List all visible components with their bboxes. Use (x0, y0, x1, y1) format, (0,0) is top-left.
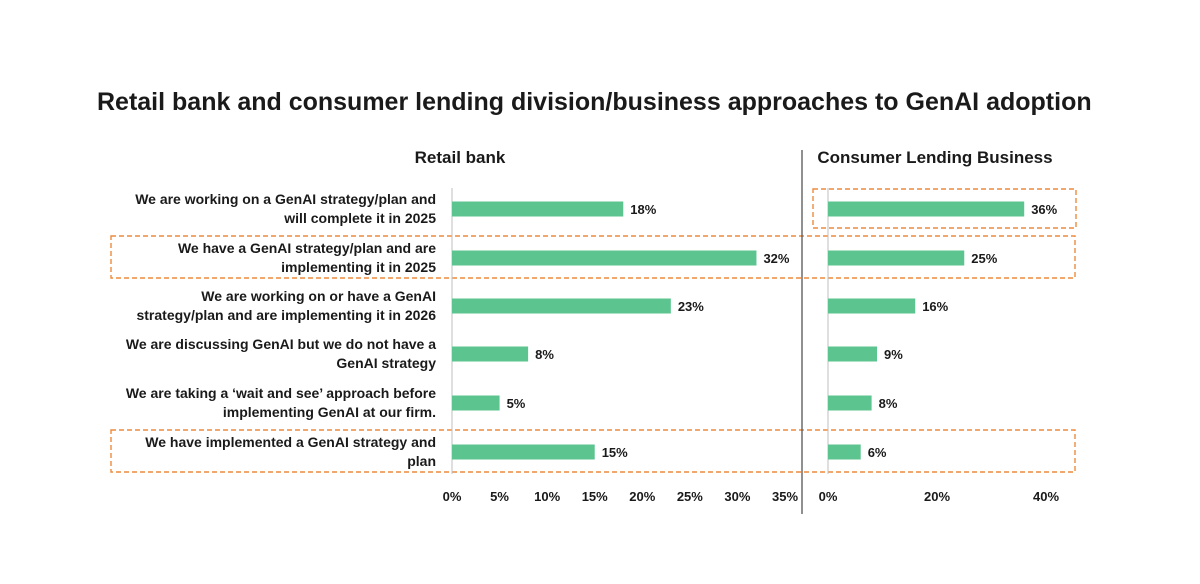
consumer-value-label-2: 16% (922, 299, 948, 314)
category-label-5: We have implemented a GenAI strategy and… (145, 434, 436, 469)
retail-bar-1 (452, 250, 757, 266)
retail-value-label-3: 8% (535, 347, 554, 362)
chart-title: Retail bank and consumer lending divisio… (97, 88, 1092, 116)
retail-tick-label-2: 10% (534, 489, 560, 504)
retail-value-label-2: 23% (678, 299, 704, 314)
panel-title-consumer-lending: Consumer Lending Business (817, 148, 1053, 167)
retail-tick-label-5: 25% (677, 489, 703, 504)
retail-tick-label-6: 30% (724, 489, 750, 504)
retail-bar-0 (452, 201, 624, 217)
retail-bar-5 (452, 444, 595, 460)
category-label-2: We are working on or have a GenAI strate… (136, 288, 436, 323)
panel-title-retail-bank: Retail bank (414, 148, 506, 167)
retail-value-label-4: 5% (507, 396, 526, 411)
category-label-0: We are working on a GenAI strategy/plan … (135, 191, 436, 226)
consumer-value-label-1: 25% (971, 251, 997, 266)
consumer-bar-0 (828, 201, 1025, 217)
consumer-tick-label-0: 0% (819, 489, 838, 504)
consumer-bar-2 (828, 298, 916, 314)
consumer-bar-4 (828, 395, 872, 411)
consumer-value-label-5: 6% (868, 445, 887, 460)
consumer-tick-label-2: 40% (1033, 489, 1059, 504)
retail-value-label-1: 32% (763, 251, 789, 266)
consumer-value-label-4: 8% (879, 396, 898, 411)
retail-tick-label-0: 0% (443, 489, 462, 504)
highlight-box-row-5 (110, 429, 1076, 473)
consumer-value-label-0: 36% (1031, 202, 1057, 217)
consumer-bar-3 (828, 346, 878, 362)
consumer-tick-label-1: 20% (924, 489, 950, 504)
retail-tick-label-7: 35% (772, 489, 798, 504)
category-label-3: We are discussing GenAI but we do not ha… (125, 336, 436, 371)
retail-tick-label-4: 20% (629, 489, 655, 504)
highlight-box-consumer-row-0 (812, 188, 1077, 229)
retail-tick-label-3: 15% (582, 489, 608, 504)
retail-value-label-5: 15% (602, 445, 628, 460)
retail-value-label-0: 18% (630, 202, 656, 217)
category-label-1: We have a GenAI strategy/plan and are im… (177, 240, 436, 275)
retail-bar-2 (452, 298, 671, 314)
consumer-bar-1 (828, 250, 965, 266)
retail-bar-3 (452, 346, 529, 362)
category-label-4: We are taking a ‘wait and see’ approach … (125, 385, 436, 420)
retail-bar-4 (452, 395, 500, 411)
retail-tick-label-1: 5% (490, 489, 509, 504)
consumer-value-label-3: 9% (884, 347, 903, 362)
highlight-box-row-1 (110, 235, 1076, 279)
consumer-bar-5 (828, 444, 861, 460)
